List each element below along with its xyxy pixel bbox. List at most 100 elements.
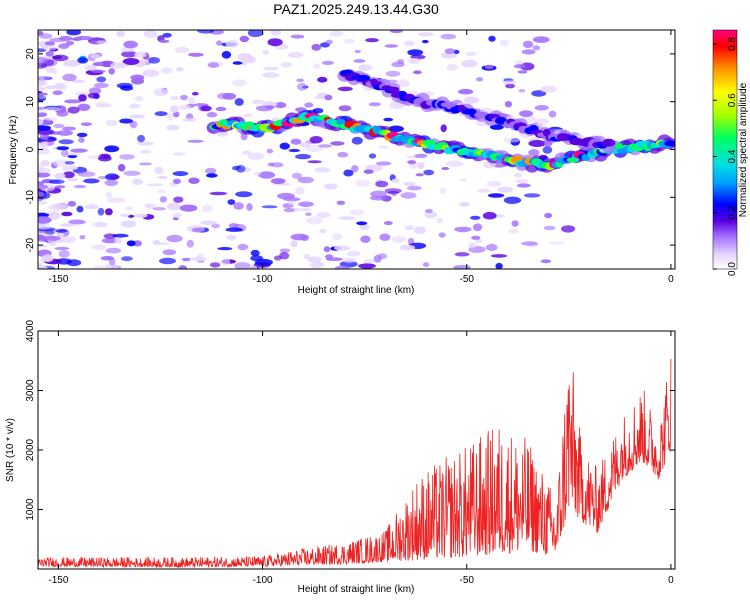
noise-blob (459, 178, 467, 182)
noise-blob (38, 112, 48, 118)
noise-blob (508, 228, 519, 234)
spectrogram-frame (37, 29, 676, 270)
noise-blob (67, 178, 78, 182)
noise-blob (296, 207, 312, 212)
noise-blob (528, 140, 546, 147)
noise-blob (488, 35, 496, 42)
noise-blob (44, 41, 56, 46)
noise-blob (119, 118, 133, 124)
noise-blob (240, 132, 248, 141)
noise-blob (471, 235, 481, 240)
spectrogram-y-tick-label: 20 (25, 48, 36, 60)
noise-blob (114, 237, 122, 244)
noise-blob (179, 204, 198, 212)
noise-blob (108, 68, 115, 75)
noise-blob (440, 51, 458, 59)
noise-blob (93, 82, 109, 89)
noise-blob (528, 149, 540, 157)
noise-blob (384, 188, 402, 194)
noise-blob (116, 31, 126, 37)
noise-blob (505, 83, 515, 89)
noise-blob (413, 70, 422, 75)
noise-blob (368, 102, 381, 107)
noise-blob (215, 106, 227, 112)
noise-blob (370, 190, 387, 198)
noise-blob (187, 139, 204, 143)
noise-blob (441, 167, 450, 170)
ridge-core (664, 140, 675, 147)
noise-blob (157, 175, 168, 180)
noise-blob (180, 94, 188, 101)
noise-blob (291, 172, 303, 179)
noise-blob (414, 153, 428, 158)
noise-blob (314, 167, 331, 173)
noise-blob (254, 258, 273, 266)
noise-blob (67, 200, 77, 207)
noise-blob (38, 76, 52, 81)
noise-blob (95, 102, 107, 108)
noise-blob (365, 38, 379, 43)
snr-x-axis-label: Height of straight line (km) (298, 584, 415, 595)
noise-blobs (38, 30, 576, 269)
noise-blob (385, 70, 401, 77)
noise-blob (38, 265, 48, 269)
noise-blob (120, 213, 130, 218)
noise-blob (119, 154, 135, 160)
noise-blob (38, 181, 45, 186)
spectrogram-y-axis-label: Frequency (Hz) (8, 116, 19, 185)
noise-blob (422, 39, 429, 44)
noise-blob (159, 196, 168, 203)
noise-blob (503, 137, 521, 143)
noise-blob (225, 227, 243, 232)
noise-blob (55, 229, 68, 233)
noise-blob (463, 96, 480, 104)
noise-blob (324, 183, 338, 190)
noise-blob (62, 126, 76, 131)
noise-blob (487, 193, 505, 198)
noise-blob (191, 227, 206, 233)
noise-blob (353, 59, 366, 63)
noise-blob (337, 86, 353, 92)
noise-blob (403, 40, 415, 47)
noise-blob (54, 83, 65, 89)
noise-blob (290, 138, 302, 145)
noise-blob (239, 35, 249, 43)
noise-blob (112, 233, 129, 238)
noise-blob (531, 90, 547, 97)
noise-blob (173, 111, 180, 118)
noise-blob (132, 178, 143, 186)
noise-blob (407, 160, 417, 165)
noise-blob (274, 255, 282, 261)
noise-blob (232, 79, 247, 87)
noise-blob (58, 250, 70, 258)
noise-blob (153, 88, 169, 97)
noise-blob (63, 171, 75, 179)
noise-blob (438, 232, 446, 238)
noise-blob (96, 76, 107, 83)
ridge-core (387, 86, 400, 93)
noise-blob (330, 141, 345, 146)
noise-blob (502, 80, 517, 85)
noise-blob (296, 83, 308, 91)
noise-blob (178, 104, 192, 110)
noise-blob (425, 209, 433, 213)
noise-blob (325, 39, 333, 45)
noise-blob (295, 153, 311, 160)
noise-blob (92, 62, 105, 67)
noise-blob (321, 60, 334, 65)
spectrogram-x-tick-label: -50 (460, 274, 475, 285)
noise-blob (356, 221, 368, 226)
noise-blob (267, 38, 283, 47)
noise-blob (38, 92, 48, 99)
noise-blob (477, 188, 490, 193)
noise-blob (211, 223, 221, 229)
snr-y-tick-label: 1000 (25, 498, 36, 521)
noise-blob (482, 211, 497, 220)
noise-blob (90, 53, 101, 59)
noise-blob (263, 66, 279, 71)
noise-blob (446, 64, 459, 71)
noise-blob (270, 30, 281, 36)
noise-blob (499, 39, 510, 47)
noise-blob (166, 234, 183, 243)
noise-blob (404, 225, 414, 231)
